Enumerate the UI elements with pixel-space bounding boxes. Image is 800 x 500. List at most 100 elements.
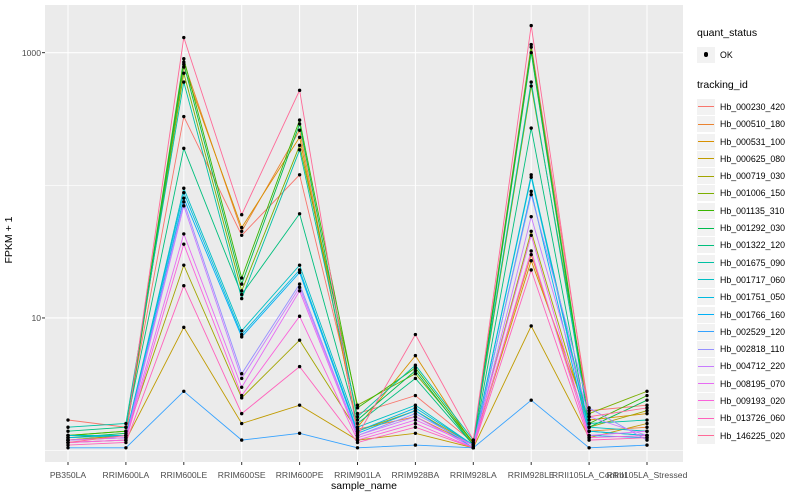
legend-item-label: Hb_001675_090 [720, 257, 786, 268]
data-point [529, 268, 533, 272]
data-point [240, 335, 244, 339]
data-point [413, 408, 418, 413]
data-point [66, 436, 70, 440]
data-point [182, 204, 186, 208]
data-point [124, 440, 128, 445]
data-point [645, 393, 649, 398]
data-point [355, 438, 360, 442]
data-point [645, 436, 649, 440]
line-swatch-icon [698, 331, 714, 333]
legend-item-Hb_002818_110: Hb_002818_110 [690, 340, 798, 358]
legend-key-line [697, 341, 715, 358]
data-point [297, 263, 302, 267]
data-point [413, 369, 418, 373]
data-point [529, 84, 533, 88]
data-point [240, 385, 244, 390]
data-point [413, 415, 418, 419]
line-swatch-icon [698, 262, 714, 264]
data-point [297, 270, 302, 275]
legend-key-line [697, 271, 715, 288]
legend-tracking-id-items: Hb_000230_420 Hb_000510_180 Hb_000531_100 H… [690, 98, 798, 444]
data-point [240, 292, 244, 297]
legend-item-label: OK [720, 49, 733, 60]
legend-item-label: Hb_000719_030 [720, 171, 786, 182]
data-point [355, 415, 360, 419]
data-point [124, 433, 128, 438]
legend-key-line [697, 185, 715, 202]
data-point [529, 252, 533, 257]
legend-key-line [697, 358, 715, 375]
legend-key-line [697, 202, 715, 219]
legend-item-Hb_013726_060: Hb_013726_060 [690, 410, 798, 427]
x-tick-label-RRIM600LE: RRIM600LE [160, 470, 208, 480]
legend-item-Hb_000510_180: Hb_000510_180 [690, 116, 798, 133]
data-point [182, 242, 186, 246]
legend-item-Hb_004712_220: Hb_004712_220 [690, 358, 798, 375]
data-point [645, 429, 649, 433]
data-point [355, 418, 360, 422]
legend-key-line [697, 410, 715, 427]
data-point [529, 398, 533, 402]
data-point [297, 431, 302, 436]
data-point [587, 425, 591, 429]
data-point [587, 415, 591, 419]
data-point [587, 418, 591, 422]
data-point [66, 429, 70, 433]
x-tick-label-RRII105LA_Stressed: RRII105LA_Stressed [606, 470, 688, 480]
legend-item-Hb_001135_310: Hb_001135_310 [690, 202, 798, 219]
data-point [297, 88, 302, 93]
data-point [587, 446, 591, 450]
data-point [529, 249, 533, 253]
x-tick-label-RRIM600PE: RRIM600PE [275, 470, 324, 480]
data-point [297, 268, 302, 272]
data-point [355, 446, 360, 450]
data-point [297, 338, 302, 342]
data-point [182, 389, 186, 393]
data-point [587, 436, 591, 440]
line-swatch-icon [698, 348, 714, 350]
x-tick-label-RRIM901LA: RRIM901LA [334, 470, 381, 480]
data-point [240, 289, 244, 293]
line-swatch-icon [698, 400, 714, 402]
data-point [124, 425, 128, 429]
plot-panel [45, 5, 683, 462]
data-point [355, 403, 360, 407]
data-point [182, 80, 186, 84]
data-point [529, 173, 533, 177]
x-tick-label-PB350LA: PB350LA [49, 470, 87, 480]
y-tick-label-10: 10 [31, 312, 41, 323]
data-point [240, 329, 244, 333]
legend-key-point [697, 46, 715, 63]
data-point [66, 440, 70, 445]
data-point [645, 438, 649, 442]
legend-item-Hb_000625_080: Hb_000625_080 [690, 150, 798, 167]
legend-item-label: Hb_009193_020 [720, 395, 786, 406]
data-point [355, 440, 360, 445]
data-point [413, 411, 418, 416]
legend-item-quant-status-ok: OK [690, 46, 798, 63]
legend-item-Hb_000531_100: Hb_000531_100 [690, 133, 798, 150]
data-point [297, 122, 302, 126]
legend-item-Hb_001751_050: Hb_001751_050 [690, 289, 798, 306]
data-point [413, 363, 418, 367]
data-point [297, 135, 302, 140]
data-point [182, 232, 186, 236]
data-point [645, 408, 649, 413]
legend-item-label: Hb_001006_150 [720, 188, 786, 199]
data-point [182, 71, 186, 75]
legend-item-label: Hb_002818_110 [720, 344, 785, 355]
data-point [182, 263, 186, 267]
legend-item-Hb_000719_030: Hb_000719_030 [690, 167, 798, 185]
line-swatch-icon [698, 192, 714, 194]
data-point [66, 446, 70, 450]
data-point [587, 438, 591, 442]
data-point [413, 406, 418, 410]
legend-key-line [697, 254, 715, 271]
data-point [182, 186, 186, 190]
legend-title-tracking-id: tracking_id [697, 79, 748, 92]
data-point [182, 284, 186, 288]
data-point [182, 114, 186, 119]
legend-item-label: Hb_001751_050 [720, 292, 786, 303]
data-point [182, 196, 186, 200]
